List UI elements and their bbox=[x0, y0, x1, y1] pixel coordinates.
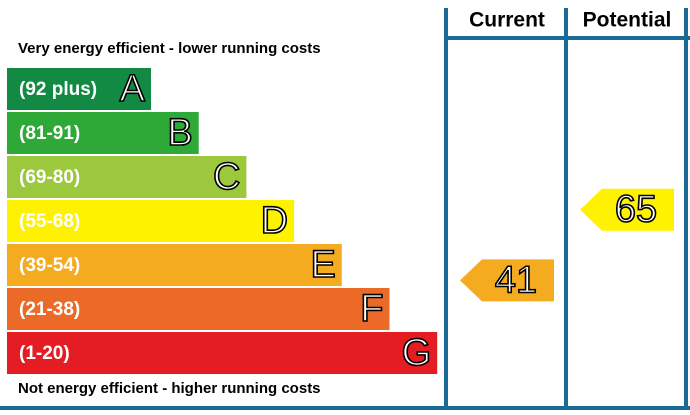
band-range: (21-38) bbox=[19, 299, 80, 320]
band-letter: A bbox=[120, 68, 146, 110]
band bbox=[7, 288, 390, 330]
column-header: Current bbox=[469, 9, 545, 32]
bottom-caption: Not energy efficient - higher running co… bbox=[18, 380, 321, 397]
band-range: (1-20) bbox=[19, 343, 70, 364]
band bbox=[7, 332, 438, 374]
top-caption: Very energy efficient - lower running co… bbox=[18, 40, 321, 57]
band-letter: D bbox=[261, 200, 288, 242]
band-letter: F bbox=[360, 288, 383, 330]
band-range: (55-68) bbox=[19, 211, 80, 232]
band-range: (69-80) bbox=[19, 167, 80, 188]
band-letter: G bbox=[402, 332, 432, 374]
band bbox=[7, 244, 342, 286]
band-range: (92 plus) bbox=[19, 79, 97, 100]
band bbox=[7, 156, 247, 198]
band-letter: E bbox=[310, 244, 335, 286]
band bbox=[7, 112, 199, 154]
band-letter: B bbox=[167, 112, 192, 154]
rating-value: 41 bbox=[495, 259, 537, 301]
band bbox=[7, 68, 151, 110]
column-header: Potential bbox=[583, 9, 672, 32]
band-range: (81-91) bbox=[19, 123, 80, 144]
rating-value: 65 bbox=[615, 189, 657, 231]
band bbox=[7, 200, 295, 242]
band-letter: C bbox=[213, 156, 240, 198]
band-range: (39-54) bbox=[19, 255, 80, 276]
rating-arrow bbox=[580, 188, 674, 231]
rating-arrow bbox=[460, 259, 554, 302]
